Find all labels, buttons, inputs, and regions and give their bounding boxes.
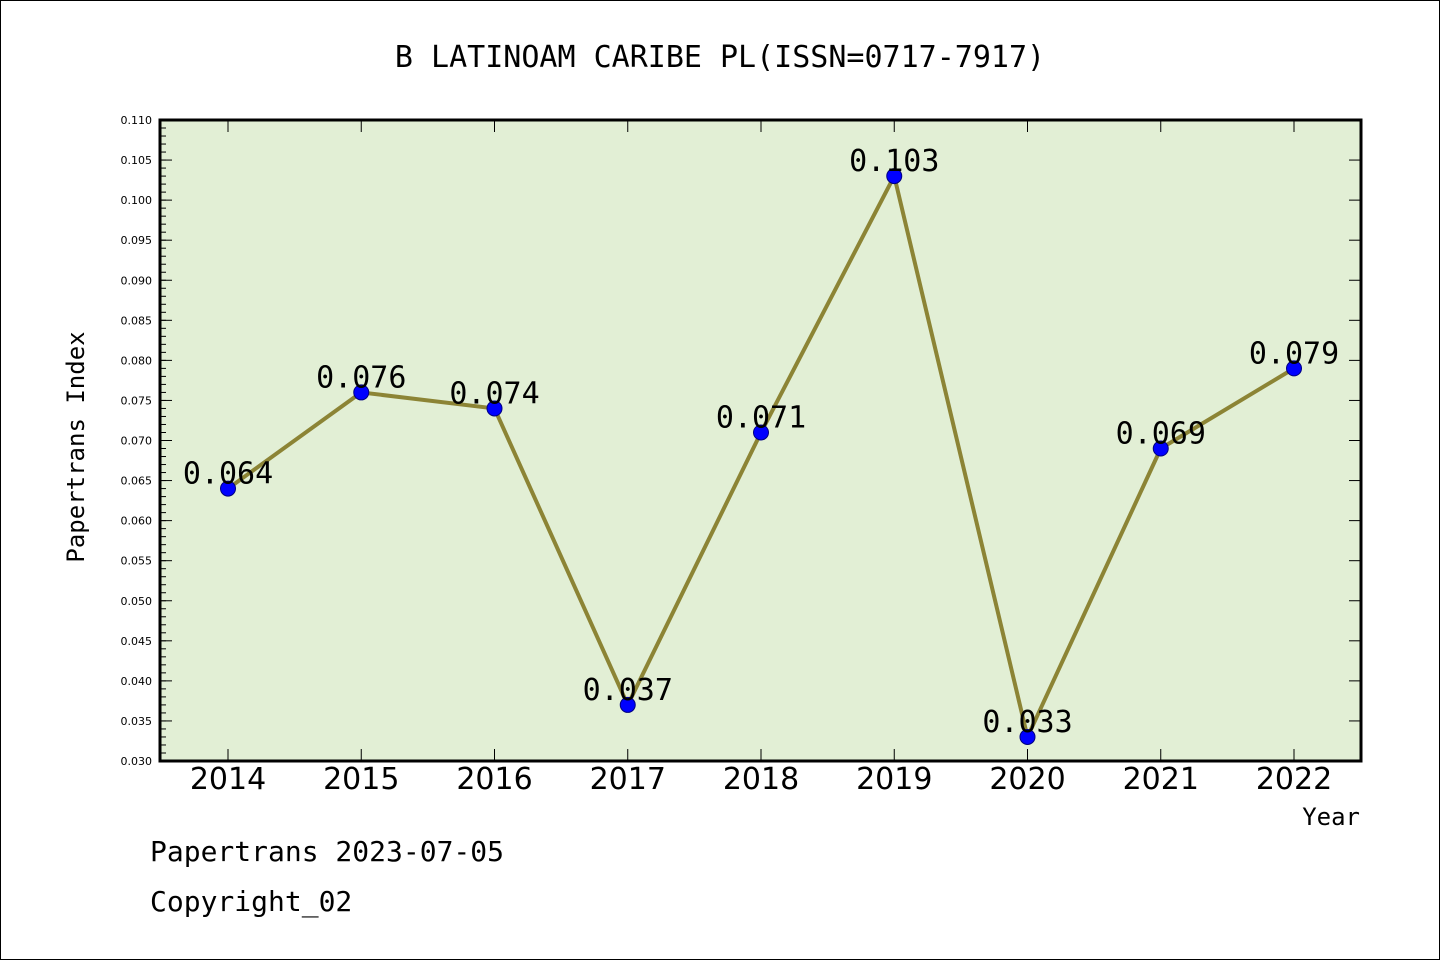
y-tick-label: 0.100 (121, 194, 153, 207)
y-tick-label: 0.105 (121, 154, 153, 167)
x-tick-label: 2015 (323, 762, 399, 797)
x-tick-label: 2016 (456, 762, 532, 797)
data-label: 0.071 (716, 400, 806, 435)
data-point-marker (1152, 440, 1169, 457)
footer-date-text: Papertrans 2023-07-05 (150, 835, 505, 868)
y-tick-label: 0.050 (121, 595, 153, 608)
data-point-marker (486, 400, 503, 417)
y-tick-label: 0.055 (121, 555, 153, 568)
y-tick-label: 0.030 (121, 755, 153, 768)
y-tick-label: 0.060 (121, 515, 153, 528)
data-label: 0.069 (1116, 417, 1206, 452)
y-axis-label: Papertrans Index (62, 331, 90, 562)
x-tick-label: 2022 (1256, 762, 1332, 797)
y-tick-label: 0.045 (121, 635, 153, 648)
x-tick-label: 2020 (989, 762, 1065, 797)
data-point-marker (753, 424, 769, 441)
data-point-marker (353, 384, 370, 401)
data-point-marker (1286, 360, 1302, 377)
y-tick-label: 0.085 (121, 314, 153, 327)
series-markers (220, 168, 1302, 745)
y-tick-label: 0.070 (121, 435, 153, 448)
data-label: 0.074 (449, 376, 539, 411)
x-tick-label: 2021 (1123, 762, 1199, 797)
data-point-marker (220, 480, 236, 497)
x-tick-label: 2018 (723, 762, 799, 797)
data-label: 0.037 (583, 673, 673, 708)
data-point-marker (1019, 728, 1036, 745)
data-point-marker (619, 696, 636, 713)
y-tick-label: 0.110 (121, 114, 153, 127)
data-labels: 0.064 0.076 0.074 0.037 0.071 0.103 0.033 0.069… (183, 144, 1339, 740)
y-tick-label: 0.095 (121, 234, 153, 247)
x-axis-ticks: 2014 2015 2016 2017 2018 2019 2020 2021 2022 (190, 120, 1332, 797)
x-tick-label: 2019 (856, 762, 932, 797)
y-tick-label: 0.065 (121, 475, 153, 488)
chart-title: B LATINOAM CARIBE PL(ISSN=0717-7917) (395, 40, 1045, 75)
data-label: 0.076 (316, 360, 406, 395)
y-tick-label: 0.075 (121, 394, 153, 407)
data-point-marker (886, 168, 903, 185)
data-label: 0.079 (1249, 336, 1339, 371)
x-tick-label: 2014 (190, 762, 266, 797)
x-axis-label: Year (1302, 803, 1360, 831)
data-label: 0.103 (849, 144, 939, 179)
x-tick-label: 2017 (590, 762, 666, 797)
y-tick-label: 0.035 (121, 715, 153, 728)
data-label: 0.033 (982, 705, 1072, 740)
y-tick-label: 0.080 (121, 354, 153, 367)
y-tick-label: 0.040 (121, 675, 153, 688)
y-tick-label: 0.090 (121, 274, 153, 287)
y-axis-ticks: 0.030 0.035 0.040 0.045 0.050 0.055 0.060 0.065… (121, 114, 1361, 768)
footer-copyright-text: Copyright_02 (150, 885, 353, 918)
data-label: 0.064 (183, 457, 273, 492)
